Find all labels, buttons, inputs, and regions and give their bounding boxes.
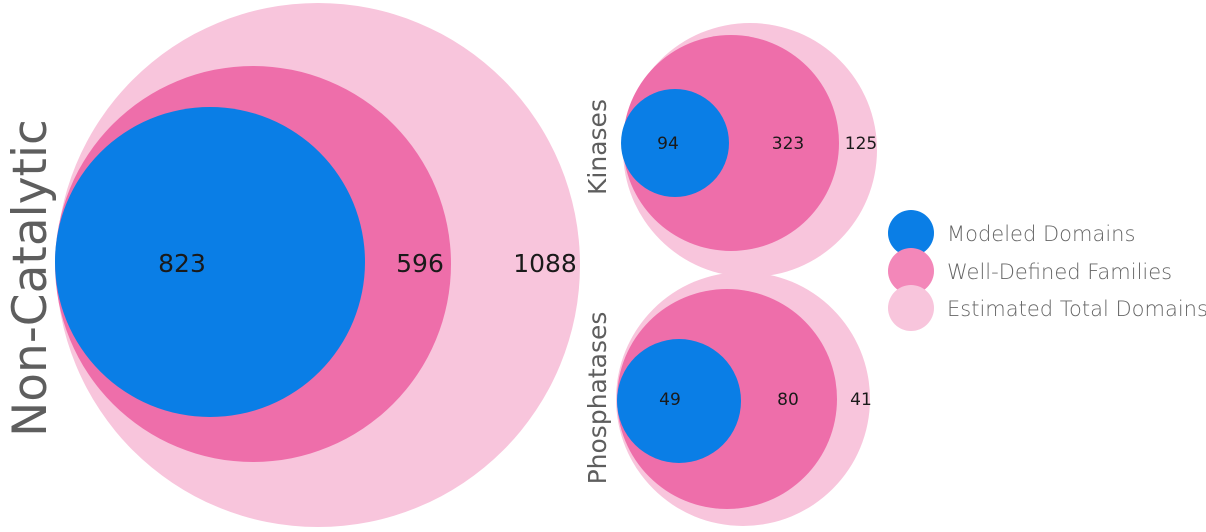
legend-label: Modeled Domains	[947, 222, 1135, 246]
group-label: Kinases	[583, 99, 612, 195]
legend-swatch	[888, 248, 934, 294]
estimated-total-value: 1088	[513, 249, 577, 278]
modeled-circle	[55, 107, 365, 417]
well-defined-value: 80	[777, 390, 799, 410]
group-non-catalytic: 823 596 1088 Non-Catalytic	[3, 3, 580, 527]
well-defined-value: 323	[772, 134, 804, 154]
modeled-value: 94	[657, 134, 679, 154]
modeled-value: 823	[158, 249, 206, 278]
estimated-total-value: 125	[845, 134, 877, 154]
modeled-circle	[617, 339, 741, 463]
group-phosphatases: 49 80 41 Phosphatases	[583, 272, 872, 526]
legend-swatch	[888, 210, 934, 256]
well-defined-circle	[623, 35, 839, 251]
legend: Modeled Domains Well-Defined Families Es…	[888, 210, 1206, 331]
legend-label: Well-Defined Families	[947, 260, 1172, 284]
legend-item-modeled: Modeled Domains	[888, 210, 1135, 256]
group-label: Phosphatases	[583, 312, 612, 485]
modeled-circle	[621, 89, 729, 197]
estimated-total-value: 41	[850, 390, 872, 410]
legend-label: Estimated Total Domains	[947, 297, 1206, 321]
legend-swatch	[888, 285, 934, 331]
legend-item-estimated: Estimated Total Domains	[888, 285, 1206, 331]
modeled-value: 49	[659, 390, 681, 410]
group-kinases: 94 323 125 Kinases	[583, 23, 877, 277]
legend-item-well-defined: Well-Defined Families	[888, 248, 1172, 294]
well-defined-value: 596	[396, 249, 444, 278]
group-label: Non-Catalytic	[3, 119, 58, 437]
